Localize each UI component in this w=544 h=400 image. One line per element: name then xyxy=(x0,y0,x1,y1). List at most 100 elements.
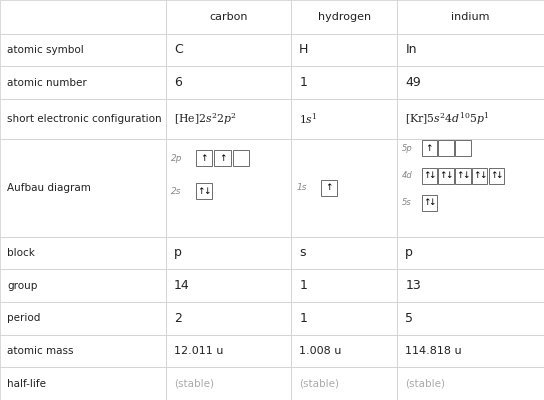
Text: atomic mass: atomic mass xyxy=(7,346,73,356)
Bar xyxy=(166,367,291,400)
Text: In: In xyxy=(405,44,417,56)
Bar xyxy=(422,195,437,211)
Text: ↑: ↑ xyxy=(325,183,333,192)
Text: 49: 49 xyxy=(405,76,421,89)
Bar xyxy=(291,0,397,34)
Bar xyxy=(196,184,212,200)
Bar xyxy=(291,367,397,400)
Text: ↑: ↑ xyxy=(425,144,433,153)
Bar xyxy=(455,140,471,156)
Bar xyxy=(472,168,487,184)
Text: ↑: ↑ xyxy=(456,171,464,180)
Bar xyxy=(291,66,397,99)
Bar xyxy=(397,139,544,237)
Text: ↓: ↓ xyxy=(496,171,503,180)
Text: 1: 1 xyxy=(299,312,307,325)
Text: block: block xyxy=(7,248,35,258)
Bar xyxy=(455,168,471,184)
Text: atomic number: atomic number xyxy=(7,78,87,88)
Bar xyxy=(166,237,291,269)
Text: ↑: ↑ xyxy=(200,154,208,163)
Bar xyxy=(166,269,291,302)
Bar xyxy=(422,168,437,184)
Bar xyxy=(422,140,437,156)
Bar xyxy=(0,34,166,66)
Bar xyxy=(438,140,454,156)
Bar xyxy=(291,335,397,367)
Bar xyxy=(397,66,544,99)
Text: half-life: half-life xyxy=(7,379,46,389)
Bar xyxy=(321,180,337,196)
Bar xyxy=(166,66,291,99)
Text: ↑: ↑ xyxy=(423,198,430,207)
Text: 2p: 2p xyxy=(171,154,183,163)
Bar xyxy=(397,0,544,34)
Text: 114.818 u: 114.818 u xyxy=(405,346,462,356)
Bar xyxy=(233,150,249,166)
Bar xyxy=(0,99,166,139)
Bar xyxy=(0,302,166,335)
Text: ↑: ↑ xyxy=(197,187,205,196)
Text: ↓: ↓ xyxy=(428,198,436,207)
Bar xyxy=(291,302,397,335)
Text: ↓: ↓ xyxy=(462,171,469,180)
Bar xyxy=(397,269,544,302)
Text: ↑: ↑ xyxy=(440,171,447,180)
Bar xyxy=(489,168,504,184)
Text: ↓: ↓ xyxy=(445,171,453,180)
Text: carbon: carbon xyxy=(209,12,248,22)
Text: 14: 14 xyxy=(174,279,190,292)
Bar xyxy=(397,99,544,139)
Bar xyxy=(166,34,291,66)
Text: s: s xyxy=(299,246,306,260)
Text: Aufbau diagram: Aufbau diagram xyxy=(7,183,91,193)
Text: 1.008 u: 1.008 u xyxy=(299,346,342,356)
Text: hydrogen: hydrogen xyxy=(318,12,370,22)
Text: $[\mathrm{He}]2s^22p^2$: $[\mathrm{He}]2s^22p^2$ xyxy=(174,111,237,127)
Bar xyxy=(0,367,166,400)
Text: 5p: 5p xyxy=(401,144,412,153)
Text: 6: 6 xyxy=(174,76,182,89)
Bar xyxy=(214,150,231,166)
Bar xyxy=(291,269,397,302)
Text: p: p xyxy=(174,246,182,260)
Text: 1: 1 xyxy=(299,279,307,292)
Bar xyxy=(397,367,544,400)
Text: ↑: ↑ xyxy=(219,154,226,163)
Bar xyxy=(166,99,291,139)
Bar xyxy=(291,139,397,237)
Bar xyxy=(291,237,397,269)
Text: ↑: ↑ xyxy=(490,171,498,180)
Bar xyxy=(397,237,544,269)
Bar xyxy=(166,302,291,335)
Bar xyxy=(0,66,166,99)
Bar xyxy=(0,0,166,34)
Text: ↑: ↑ xyxy=(423,171,430,180)
Text: short electronic configuration: short electronic configuration xyxy=(7,114,162,124)
Text: 2s: 2s xyxy=(171,187,182,196)
Bar xyxy=(166,0,291,34)
Text: atomic symbol: atomic symbol xyxy=(7,45,84,55)
Text: group: group xyxy=(7,281,38,291)
Bar xyxy=(166,335,291,367)
Bar xyxy=(196,150,212,166)
Text: 13: 13 xyxy=(405,279,421,292)
Text: C: C xyxy=(174,44,183,56)
Text: 4d: 4d xyxy=(401,171,412,180)
Text: $1s^1$: $1s^1$ xyxy=(299,112,318,126)
Text: 5: 5 xyxy=(405,312,413,325)
Bar xyxy=(0,269,166,302)
Bar xyxy=(397,34,544,66)
Text: indium: indium xyxy=(452,12,490,22)
Text: 12.011 u: 12.011 u xyxy=(174,346,224,356)
Bar xyxy=(166,139,291,237)
Text: 1: 1 xyxy=(299,76,307,89)
Text: H: H xyxy=(299,44,308,56)
Text: ↓: ↓ xyxy=(203,187,211,196)
Bar xyxy=(0,139,166,237)
Text: (stable): (stable) xyxy=(174,379,214,389)
Text: $[\mathrm{Kr}]5s^24d^{10}5p^1$: $[\mathrm{Kr}]5s^24d^{10}5p^1$ xyxy=(405,110,490,127)
Bar xyxy=(0,335,166,367)
Text: period: period xyxy=(7,313,40,323)
Bar xyxy=(291,34,397,66)
